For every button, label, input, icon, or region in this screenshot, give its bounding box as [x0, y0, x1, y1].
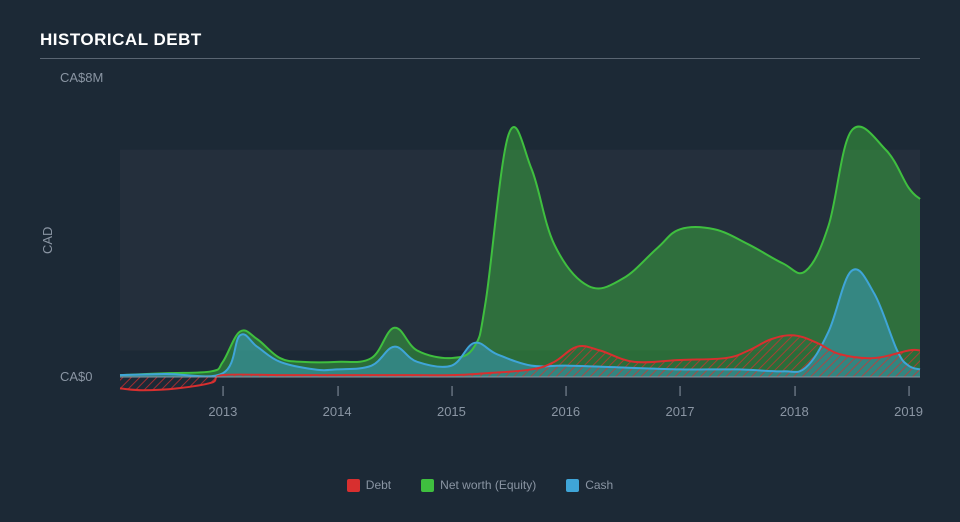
chart-area: CA$8M CA$0 CAD 2013201420152016201720182…: [70, 74, 920, 414]
y-axis-label: CAD: [40, 227, 55, 254]
chart-title: HISTORICAL DEBT: [40, 30, 920, 59]
legend-label: Net worth (Equity): [440, 478, 536, 492]
legend-swatch: [566, 479, 579, 492]
x-tick: 2017: [666, 404, 695, 419]
legend-swatch: [421, 479, 434, 492]
x-tick: 2016: [551, 404, 580, 419]
chart-container: HISTORICAL DEBT CA$8M CA$0 CAD 201320142…: [0, 0, 960, 522]
legend-label: Debt: [366, 478, 391, 492]
plot-region: [120, 74, 920, 414]
x-tick: 2018: [780, 404, 809, 419]
y-tick-max: CA$8M: [60, 70, 103, 85]
y-tick-zero: CA$0: [60, 369, 93, 384]
legend-item: Cash: [566, 478, 613, 492]
legend-item: Debt: [347, 478, 391, 492]
legend: Debt Net worth (Equity) Cash: [0, 478, 960, 492]
x-tick: 2013: [208, 404, 237, 419]
legend-label: Cash: [585, 478, 613, 492]
x-tick: 2015: [437, 404, 466, 419]
legend-item: Net worth (Equity): [421, 478, 536, 492]
legend-swatch: [347, 479, 360, 492]
x-tick: 2014: [323, 404, 352, 419]
x-tick: 2019: [894, 404, 923, 419]
